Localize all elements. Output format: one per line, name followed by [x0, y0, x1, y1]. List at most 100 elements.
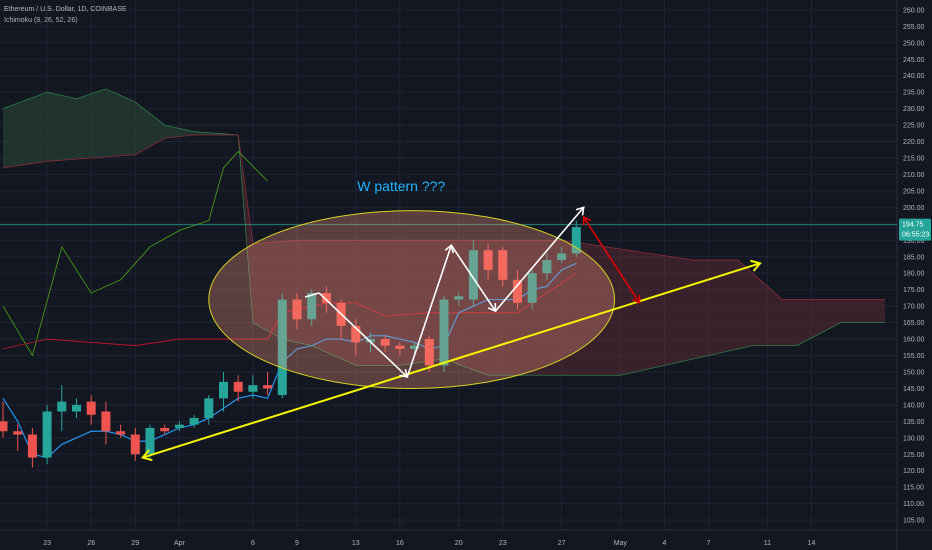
- candle: [571, 220, 581, 257]
- candle-body: [42, 411, 52, 458]
- candle: [116, 424, 126, 438]
- y-tick-label: 125.00: [903, 452, 925, 459]
- candle-body: [483, 250, 493, 270]
- candle-body: [219, 381, 228, 399]
- w-pattern-leg: [406, 244, 453, 378]
- bar-countdown: 06:55:23: [902, 232, 929, 239]
- candle: [86, 395, 96, 425]
- w-pattern-leg: [318, 292, 408, 378]
- candle-body: [160, 427, 170, 432]
- trendline-arrow-start: [140, 449, 153, 462]
- candle-body: [233, 381, 243, 392]
- y-tick-label: 170.00: [903, 304, 925, 311]
- y-tick-label: 135.00: [903, 419, 925, 426]
- y-tick-label: 200.00: [903, 205, 925, 212]
- leading-span-b: [2, 134, 885, 300]
- candle-body: [439, 299, 449, 366]
- y-tick-label: 240.00: [903, 73, 925, 80]
- y-tick-label: 165.00: [903, 320, 925, 327]
- ichimoku-lines: [0, 150, 897, 459]
- candle-body: [116, 431, 126, 435]
- x-tick-label: 7: [707, 540, 711, 547]
- x-tick-label: 23: [499, 540, 507, 547]
- y-tick-label: 145.00: [903, 386, 925, 393]
- y-tick-label: 220.00: [903, 139, 925, 146]
- cloud-bullish: [3, 88, 239, 168]
- x-tick-label: Apr: [174, 540, 186, 547]
- trendline-arrow-end: [750, 259, 762, 272]
- candle: [233, 375, 243, 402]
- y-tick-label: 215.00: [903, 156, 925, 163]
- y-tick-label: 260.00: [903, 7, 925, 14]
- x-tick-label: 27: [558, 540, 566, 547]
- target-arrow-end: [631, 294, 641, 305]
- candle-body: [130, 434, 140, 455]
- w-pattern-label: W pattern ???: [357, 178, 445, 194]
- candle: [72, 398, 81, 419]
- x-tick-label: 6: [251, 540, 255, 547]
- x-tick-label: 9: [295, 540, 299, 547]
- candle-body: [527, 273, 537, 303]
- candle-body: [277, 299, 287, 396]
- candle-body: [57, 401, 67, 412]
- candle-body: [380, 339, 390, 346]
- y-tick-label: 130.00: [903, 435, 925, 442]
- x-tick-label: 20: [455, 540, 463, 547]
- y-tick-label: 250.00: [903, 40, 925, 47]
- w-pattern-arrow: [575, 206, 585, 216]
- y-tick-label: 255.00: [903, 24, 925, 31]
- candle-body: [204, 398, 214, 419]
- base-line: [2, 272, 577, 350]
- y-tick-label: 225.00: [903, 123, 925, 130]
- y-tick-label: 115.00: [903, 485, 924, 492]
- target-arrow-start: [582, 216, 592, 226]
- candles: [0, 220, 581, 468]
- candle-body: [0, 421, 8, 432]
- conversion-line: [2, 262, 577, 459]
- y-tick-label: 120.00: [903, 468, 925, 475]
- candle: [248, 375, 258, 399]
- candle-body: [292, 299, 302, 320]
- x-tick-label: May: [614, 540, 628, 547]
- w-pattern-leg: [450, 244, 497, 312]
- candle-body: [263, 385, 273, 389]
- candle-body: [513, 279, 522, 303]
- candle: [483, 243, 493, 280]
- candle: [277, 292, 287, 399]
- w-pattern-leg: [494, 206, 585, 312]
- y-tick-label: 160.00: [903, 337, 925, 344]
- x-tick-label: 14: [808, 540, 816, 547]
- x-tick-label: 23: [43, 540, 51, 547]
- candle: [454, 292, 464, 307]
- candle: [130, 427, 140, 461]
- candle: [439, 296, 449, 372]
- candle: [174, 421, 184, 432]
- lagging-span: [2, 150, 268, 357]
- candle: [219, 371, 228, 412]
- y-tick-label: 150.00: [903, 369, 925, 376]
- y-tick-label: 140.00: [903, 402, 925, 409]
- y-tick-label: 105.00: [903, 518, 925, 525]
- candle-body: [101, 411, 111, 432]
- candle-body: [13, 431, 23, 435]
- candle-body: [468, 250, 478, 300]
- candle: [189, 414, 199, 428]
- candle: [557, 246, 567, 264]
- candle-body: [248, 385, 258, 392]
- x-tick-label: 4: [663, 540, 667, 547]
- candle-body: [542, 260, 552, 274]
- x-axis: 23 26 29 Apr 6 9 13 16 20 23 27 May 4 7 11 14: [43, 540, 815, 547]
- symbol-title: Ethereum / U.S. Dollar, 1D, COINBASE: [4, 6, 127, 13]
- candle: [27, 427, 37, 468]
- y-tick-label: 230.00: [903, 106, 925, 113]
- candle-body: [454, 296, 464, 300]
- candle-body: [27, 434, 37, 458]
- x-tick-label: 29: [131, 540, 139, 547]
- y-tick-label: 235.00: [903, 90, 925, 97]
- y-tick-label: 175.00: [903, 287, 925, 294]
- candle-body: [498, 250, 508, 280]
- candle: [42, 404, 52, 465]
- candle: [292, 292, 302, 330]
